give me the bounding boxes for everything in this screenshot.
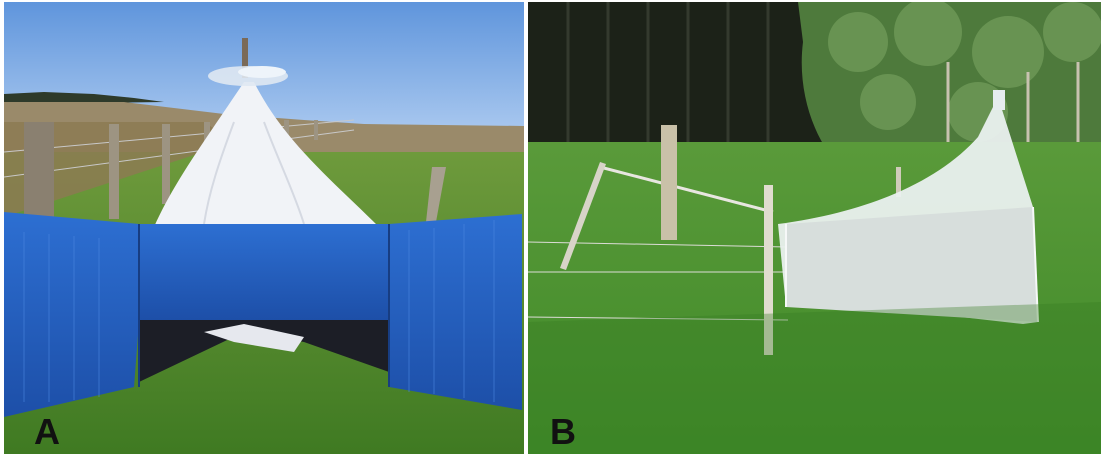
photo-a-scene (4, 2, 524, 454)
tree-trunks (566, 2, 770, 142)
photo-panel-b: B (528, 2, 1101, 454)
distant-trees (4, 92, 164, 104)
panel-label-a: A (34, 411, 60, 452)
grass-shadows (528, 302, 1101, 454)
photo-panel-a: A (4, 2, 524, 454)
fence (4, 119, 446, 222)
blue-panels (4, 212, 522, 417)
panel-label-b: B (550, 411, 576, 452)
collector-bottle (208, 38, 288, 86)
fence (528, 125, 901, 355)
white-mesh-trap (778, 90, 1039, 324)
photo-b-scene (528, 2, 1101, 454)
